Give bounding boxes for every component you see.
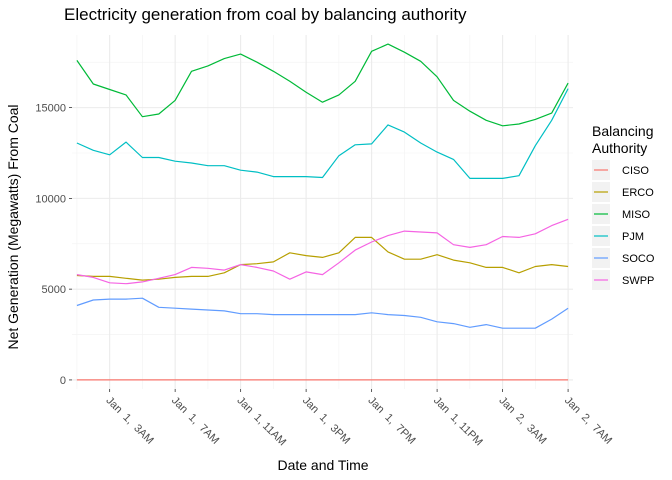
legend: Balancing Authority CISO ERCO MISO PJM SOCO SW… — [592, 123, 655, 290]
legend-label: CISO — [622, 165, 649, 177]
y-tick-label: 15000 — [35, 103, 66, 115]
series-line-pjm — [76, 88, 569, 179]
series-line-erco — [76, 236, 569, 281]
series-line-swpp — [76, 218, 569, 285]
x-tick-label: Jan 1, 7AM — [169, 395, 221, 447]
x-tick-label: Jan 1, 11PM — [431, 395, 485, 449]
x-tick-label: Jan 1, 3PM — [300, 395, 352, 447]
y-tick-label: 5000 — [42, 284, 66, 296]
legend-label: PJM — [622, 231, 644, 243]
series-lines — [76, 43, 569, 381]
legend-title: Balancing Authority — [592, 123, 654, 156]
series-line-soco — [76, 297, 569, 329]
legend-label: ERCO — [622, 187, 654, 199]
legend-item-soco: SOCO — [592, 248, 655, 268]
legend-label: SWPP — [622, 275, 654, 287]
legend-item-swpp: SWPP — [592, 270, 654, 290]
y-tick-label: 10000 — [35, 193, 66, 205]
x-axis-title: Date and Time — [277, 457, 368, 473]
legend-item-erco: ERCO — [592, 182, 654, 202]
x-tick-label: Jan 2, 3AM — [496, 395, 548, 447]
series-line-miso — [76, 43, 569, 127]
x-axis-ticks: Jan 1, 3AM Jan 1, 7AM Jan 1, 11AM Jan 1, 3P… — [104, 389, 614, 449]
y-axis-title: Net Generation (Megawatts) From Coal — [5, 104, 21, 349]
x-tick-label: Jan 2, 7AM — [562, 395, 614, 447]
legend-item-miso: MISO — [592, 204, 651, 224]
plot-panel — [72, 35, 573, 389]
x-tick-label: Jan 1, 7PM — [365, 395, 417, 447]
chart-title: Electricity generation from coal by bala… — [64, 5, 467, 24]
x-tick-label: Jan 1, 11AM — [235, 395, 289, 449]
legend-label: MISO — [622, 209, 651, 221]
legend-item-pjm: PJM — [592, 226, 644, 246]
y-tick-label: 0 — [60, 375, 66, 387]
legend-label: SOCO — [622, 253, 655, 265]
legend-item-ciso: CISO — [592, 160, 649, 180]
x-tick-label: Jan 1, 3AM — [104, 395, 156, 447]
y-axis-ticks: 0 5000 10000 15000 — [35, 103, 72, 387]
